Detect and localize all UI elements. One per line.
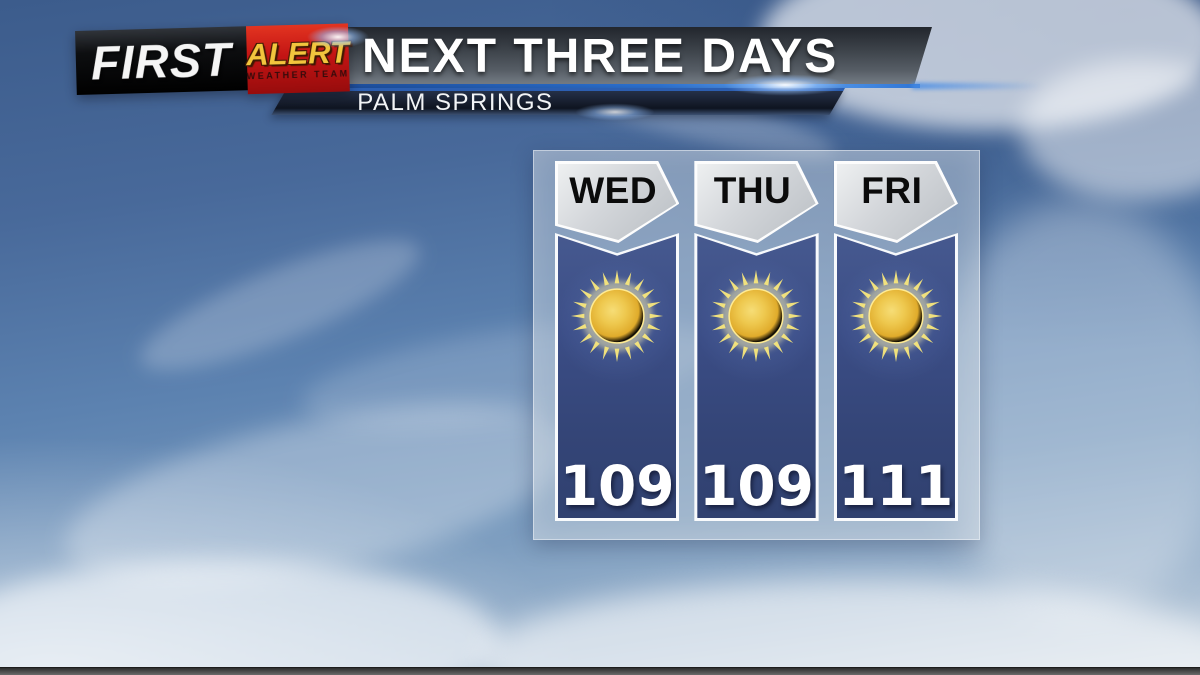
logo-alert-label: ALERT xyxy=(245,33,350,72)
high-temp: 111 xyxy=(838,454,954,518)
day-label: FRI xyxy=(861,170,923,211)
cloud xyxy=(1020,60,1200,200)
title-bar: NEXT THREE DAYS xyxy=(338,27,932,86)
logo-first-label: FIRST xyxy=(90,32,233,90)
forecast-column-thu: THU xyxy=(694,161,819,539)
logo-first-box: FIRST xyxy=(75,26,248,95)
location-bar: PALM SPRINGS xyxy=(271,88,846,116)
day-label: WED xyxy=(569,170,658,211)
forecast-panel: WED xyxy=(533,150,980,540)
first-alert-logo: FIRST ALERT WEATHER TEAM xyxy=(75,23,350,99)
day-tab: FRI xyxy=(833,161,958,243)
location-label: PALM SPRINGS xyxy=(357,89,554,116)
accent-line-tail xyxy=(912,83,1042,89)
condition-bar: 109 xyxy=(694,233,819,521)
sunny-icon xyxy=(571,269,664,363)
day-label: THU xyxy=(713,170,792,211)
forecast-column-wed: WED xyxy=(555,161,680,539)
page-title: NEXT THREE DAYS xyxy=(362,30,839,83)
logo-team-label: WEATHER TEAM xyxy=(246,67,350,81)
high-temp: 109 xyxy=(559,454,675,518)
day-tab: THU xyxy=(694,161,819,243)
cloud xyxy=(930,200,1200,620)
sunny-icon xyxy=(849,269,942,363)
accent-line xyxy=(338,84,920,88)
sunny-icon xyxy=(710,269,803,363)
cloud xyxy=(0,560,500,675)
high-temp: 109 xyxy=(699,454,814,518)
condition-bar: 109 xyxy=(555,233,680,521)
letterbox-strip xyxy=(0,667,1200,675)
condition-bar: 111 xyxy=(833,233,958,521)
forecast-column-fri: FRI xyxy=(833,161,958,539)
day-tab: WED xyxy=(555,161,680,243)
logo-alert-box: ALERT WEATHER TEAM xyxy=(245,23,350,95)
